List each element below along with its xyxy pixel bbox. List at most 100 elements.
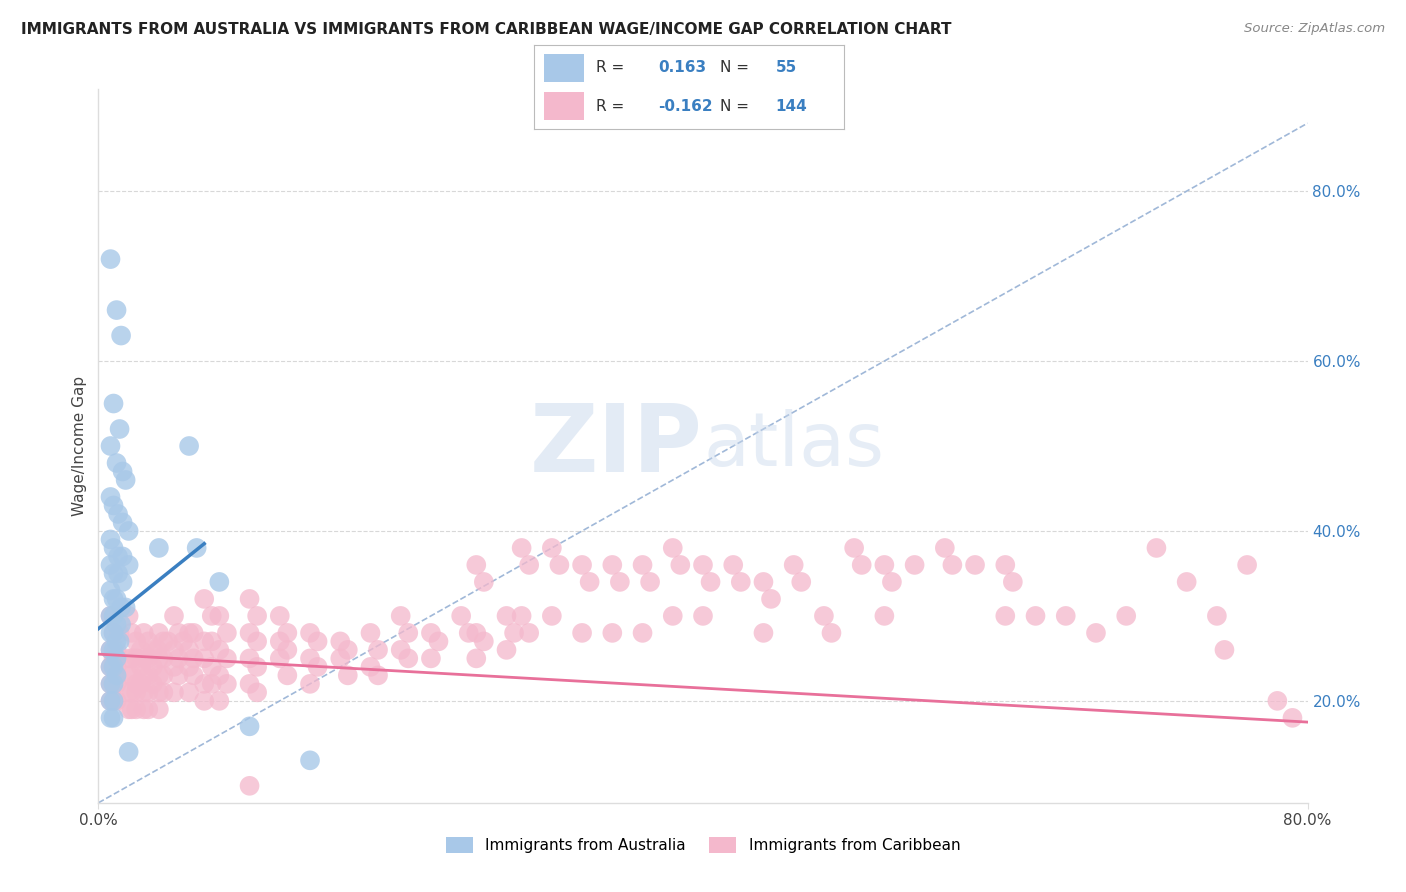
Point [121, 702, 143, 716]
Point [1085, 626, 1108, 640]
Point [465, 626, 488, 640]
Point [105, 668, 128, 682]
Point [503, 626, 526, 640]
Point [100, 608, 122, 623]
Point [844, 541, 866, 555]
Point [183, 626, 205, 640]
Point [148, 651, 170, 665]
Point [100, 643, 122, 657]
Point [179, 660, 201, 674]
Point [111, 516, 134, 530]
Point [820, 626, 842, 640]
Point [108, 626, 131, 640]
Point [941, 558, 963, 572]
Point [103, 608, 125, 623]
Point [759, 591, 782, 606]
Point [103, 660, 125, 674]
Point [934, 541, 956, 555]
Text: R =: R = [596, 61, 624, 76]
Point [105, 303, 128, 318]
Point [699, 574, 721, 589]
Point [105, 651, 128, 665]
Text: IMMIGRANTS FROM AUSTRALIA VS IMMIGRANTS FROM CARIBBEAN WAGE/INCOME GAP CORRELATI: IMMIGRANTS FROM AUSTRALIA VS IMMIGRANTS … [21, 22, 952, 37]
Point [146, 643, 169, 657]
Point [105, 634, 128, 648]
Point [148, 702, 170, 716]
Point [571, 626, 593, 640]
Point [450, 608, 472, 623]
Point [367, 668, 389, 682]
Point [142, 660, 165, 674]
Point [1024, 608, 1046, 623]
Point [103, 677, 125, 691]
Point [114, 600, 136, 615]
Point [118, 745, 141, 759]
Point [167, 626, 190, 640]
Point [105, 617, 128, 632]
Point [239, 719, 262, 733]
Point [752, 574, 775, 589]
Point [465, 651, 488, 665]
Point [121, 685, 143, 699]
Point [108, 422, 131, 436]
Point [396, 651, 419, 665]
Point [132, 651, 155, 665]
Point [510, 541, 533, 555]
Point [790, 574, 813, 589]
Point [517, 558, 540, 572]
Point [100, 439, 122, 453]
Point [873, 608, 896, 623]
Point [129, 643, 152, 657]
Point [215, 651, 238, 665]
Point [752, 626, 775, 640]
Point [167, 651, 190, 665]
Point [114, 473, 136, 487]
Point [148, 626, 170, 640]
Point [125, 702, 148, 716]
Point [578, 574, 600, 589]
Text: 144: 144 [776, 98, 807, 113]
Point [269, 634, 291, 648]
Point [152, 685, 174, 699]
Point [336, 668, 359, 682]
Point [103, 711, 125, 725]
Point [631, 626, 654, 640]
Point [125, 634, 148, 648]
Point [183, 668, 205, 682]
Point [215, 626, 238, 640]
Point [299, 626, 322, 640]
Point [208, 574, 231, 589]
Point [132, 702, 155, 716]
Point [172, 634, 194, 648]
Point [994, 558, 1017, 572]
Point [269, 608, 291, 623]
Point [873, 558, 896, 572]
Text: 55: 55 [776, 61, 797, 76]
Point [118, 524, 141, 538]
Point [103, 694, 125, 708]
Point [125, 685, 148, 699]
Point [571, 558, 593, 572]
Point [495, 643, 517, 657]
Point [472, 574, 495, 589]
Point [100, 533, 122, 547]
Point [1115, 608, 1137, 623]
Point [148, 541, 170, 555]
Point [100, 490, 122, 504]
Point [201, 660, 224, 674]
Point [246, 634, 269, 648]
Point [1281, 711, 1303, 725]
Point [1236, 558, 1258, 572]
Point [107, 507, 129, 521]
Point [100, 711, 122, 725]
Point [239, 651, 262, 665]
Point [105, 694, 128, 708]
Point [107, 549, 129, 564]
Point [110, 600, 132, 615]
Point [638, 574, 661, 589]
Point [100, 626, 122, 640]
Point [661, 541, 683, 555]
Point [163, 660, 186, 674]
Point [239, 677, 262, 691]
Point [118, 558, 141, 572]
